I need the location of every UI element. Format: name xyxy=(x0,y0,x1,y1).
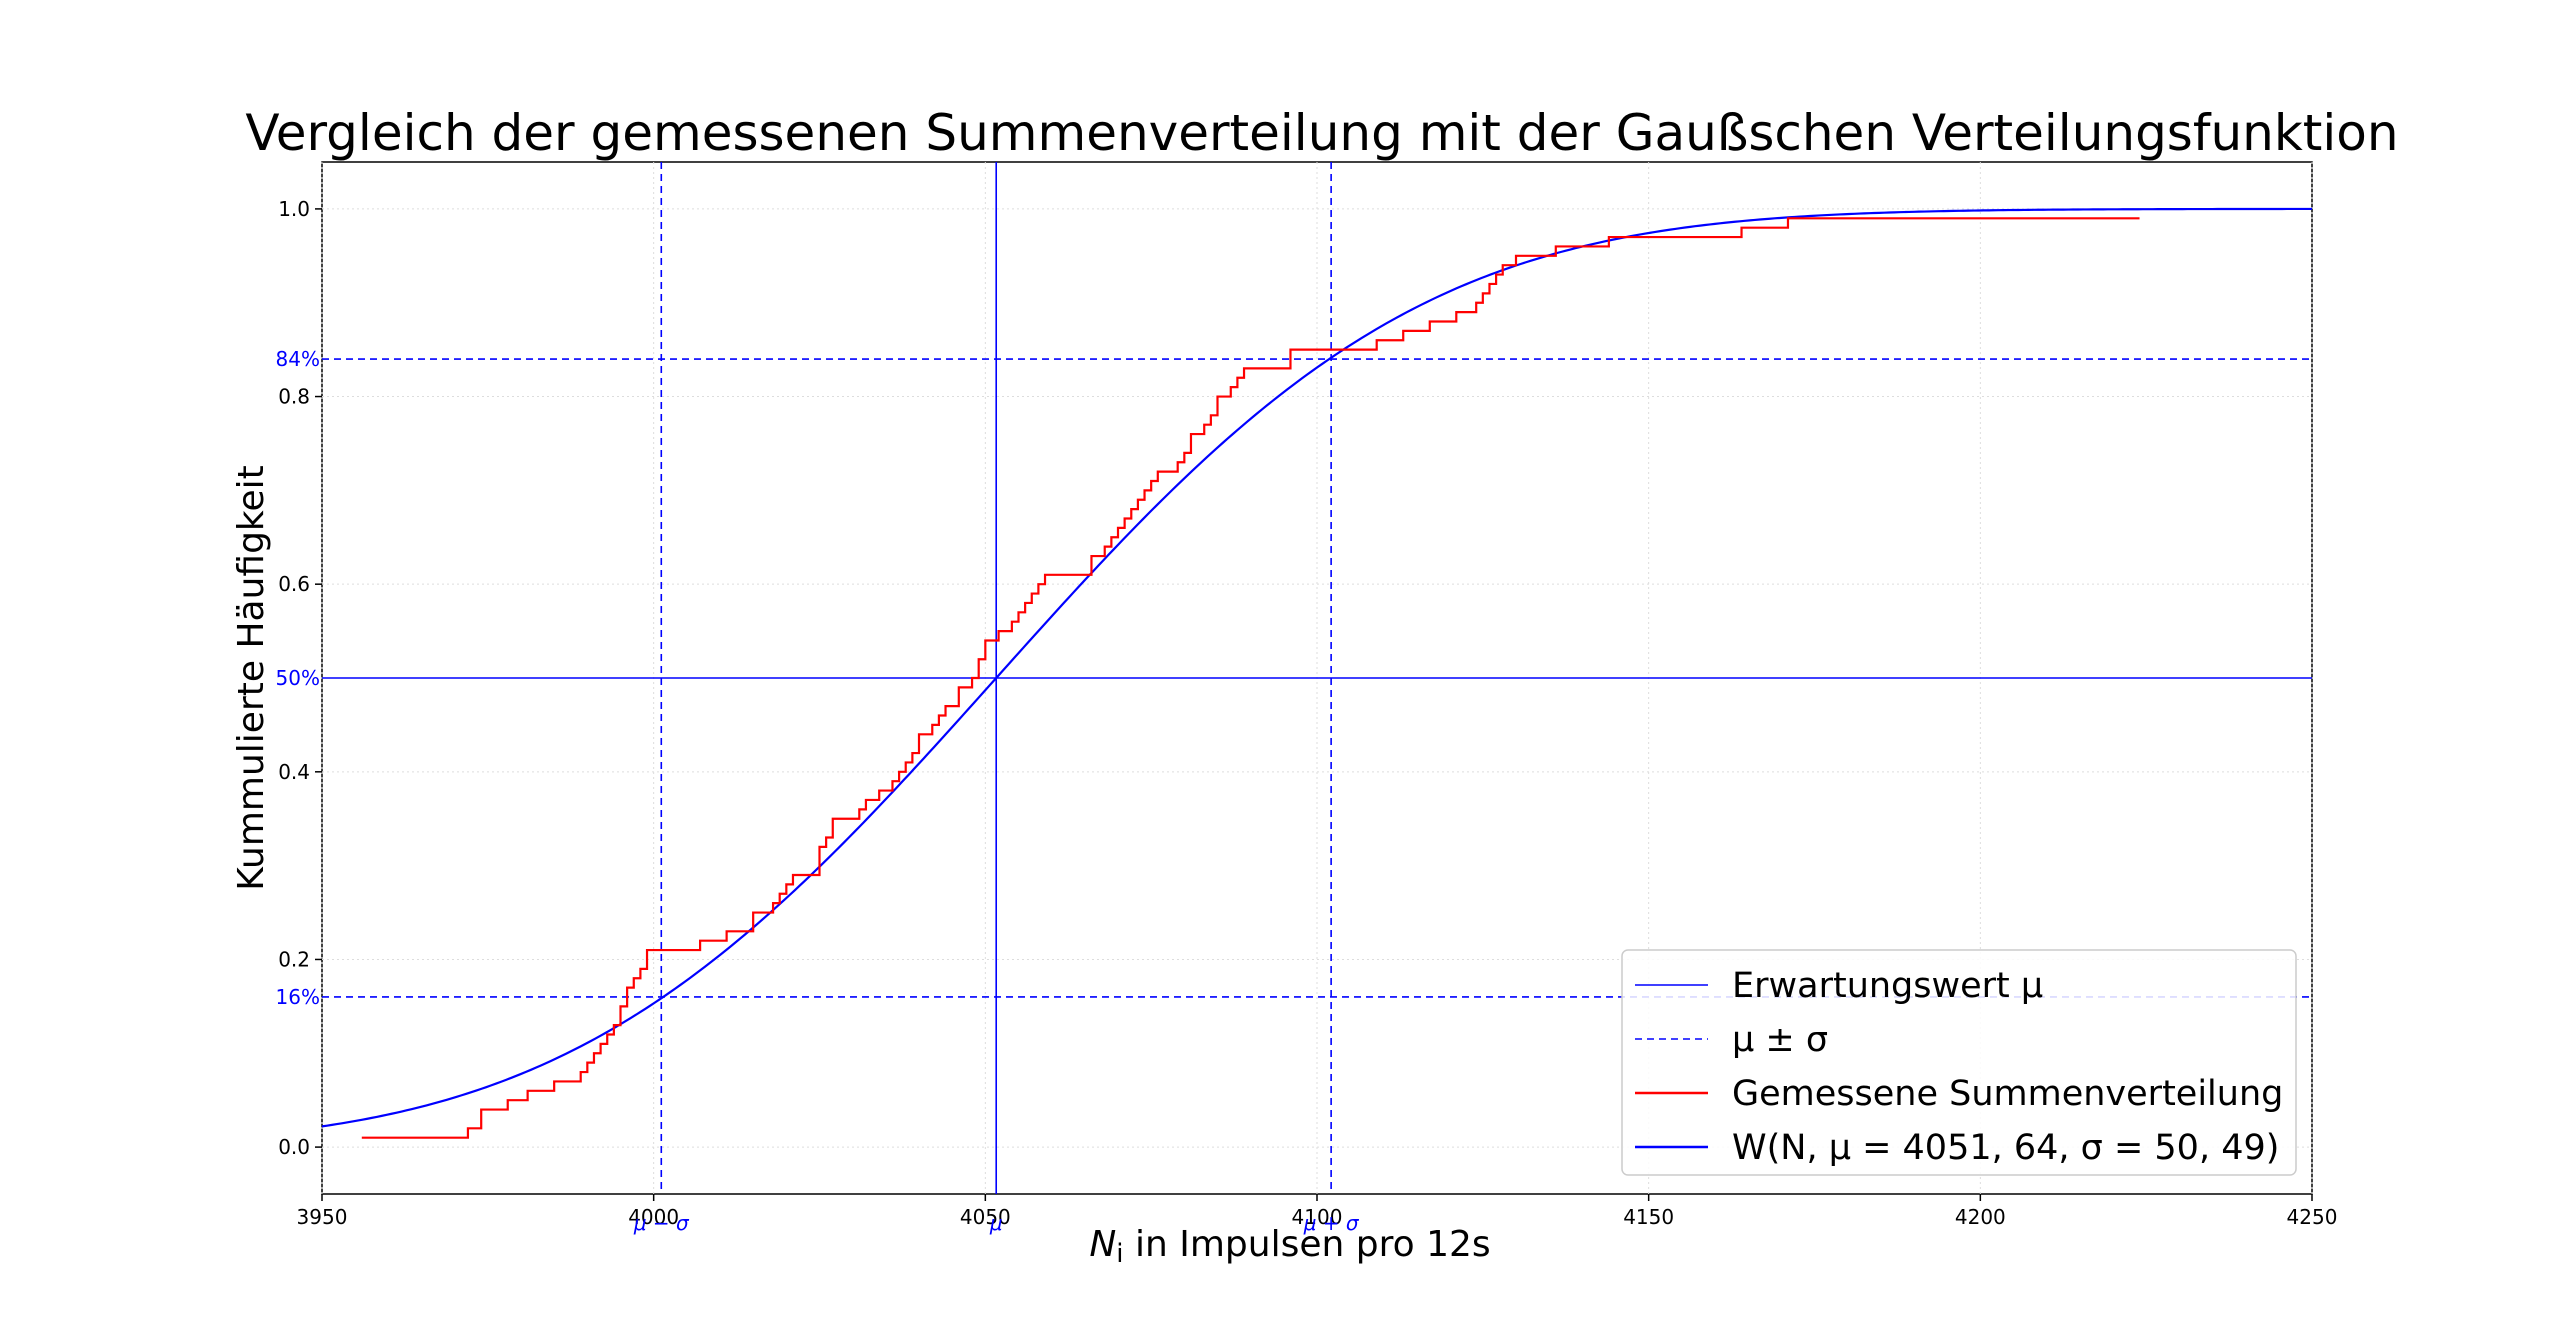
x-axis-label-subscript: i xyxy=(1116,1239,1123,1269)
legend: Erwartungswert μ μ ± σ Gemessene Summenver… xyxy=(1621,949,2297,1176)
ref-hline-label: 84% xyxy=(276,347,320,371)
grid xyxy=(321,162,2313,1194)
legend-label: μ ± σ xyxy=(1732,1020,1828,1060)
x-axis-ticks: 3950 4000 4050 4100 4150 4200 4250 xyxy=(297,1194,2338,1229)
reference-line-labels: μ − σ μ μ + σ 16% 50% 84% xyxy=(276,347,1360,1235)
ref-vline-label: μ xyxy=(989,1211,1003,1235)
series-gauss-cdf-line xyxy=(321,207,2312,1128)
y-tick-label: 0.6 xyxy=(278,572,310,596)
legend-label: W(N, μ = 4051, 64, σ = 50, 49) xyxy=(1732,1128,2279,1168)
y-axis-ticks: 0.0 0.2 0.4 0.6 0.8 1.0 xyxy=(278,197,322,1159)
x-axis-label-text: in Impulsen pro 12s xyxy=(1124,1224,1491,1265)
y-tick-label: 0.4 xyxy=(278,760,310,784)
legend-label: Erwartungswert μ xyxy=(1732,966,2043,1006)
x-axis-label: Ni in Impulsen pro 12s xyxy=(1089,1224,1490,1269)
x-tick-label: 4250 xyxy=(2287,1205,2338,1229)
x-tick-label: 3950 xyxy=(297,1205,348,1229)
y-tick-label: 1.0 xyxy=(278,197,310,221)
x-tick-label: 4200 xyxy=(1955,1205,2006,1229)
y-tick-label: 0.8 xyxy=(278,385,310,409)
series-measured-step-line xyxy=(361,217,2140,1139)
chart-title: Vergleich der gemessenen Summenverteilun… xyxy=(245,104,2398,162)
ref-vline-label: μ + σ xyxy=(1303,1211,1360,1235)
x-tick-label: 4050 xyxy=(960,1205,1011,1229)
legend-label: Gemessene Summenverteilung xyxy=(1732,1074,2283,1114)
plot-area xyxy=(321,161,2313,1195)
x-tick-label: 4150 xyxy=(1623,1205,1674,1229)
y-tick-label: 0.0 xyxy=(278,1135,310,1159)
x-axis-label-symbol: N xyxy=(1089,1224,1116,1265)
legend-items: Erwartungswert μ μ ± σ Gemessene Summenver… xyxy=(1635,966,2283,1168)
y-tick-label: 0.2 xyxy=(278,947,310,971)
x-tick-label: 4100 xyxy=(1292,1205,1343,1229)
ref-hline-label: 50% xyxy=(276,666,320,690)
x-tick-label: 4000 xyxy=(628,1205,679,1229)
ref-vline-label: μ − σ xyxy=(633,1211,690,1235)
ref-hline-label: 16% xyxy=(276,985,320,1009)
y-axis-label: Kummulierte Häufigkeit xyxy=(231,465,272,891)
legend-box xyxy=(1621,949,2297,1176)
